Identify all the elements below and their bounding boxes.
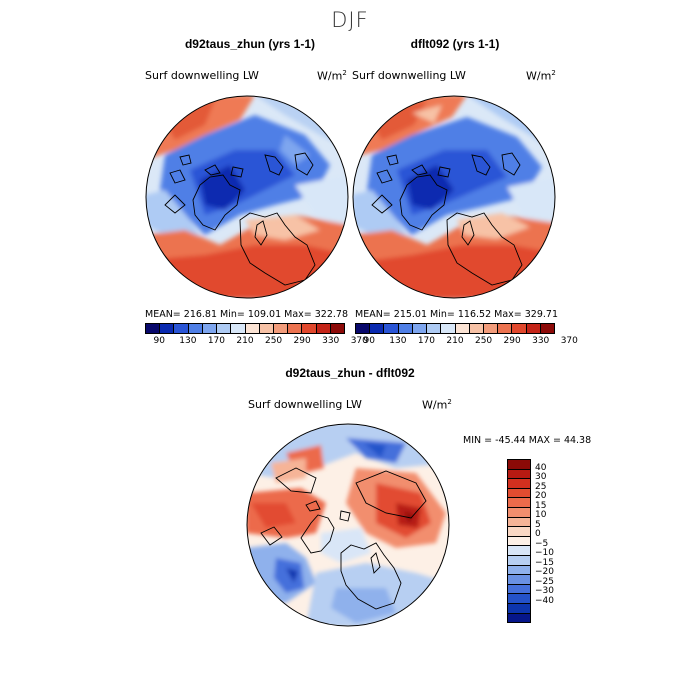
colorbar-tick-label: 330 [322, 336, 340, 346]
colorbar-tick-label: −25 [535, 576, 554, 587]
diff-panel-variable-label: Surf downwelling LW [248, 398, 362, 411]
panel-2-colorbar [355, 323, 555, 334]
colorbar-swatch [508, 469, 530, 480]
panel-2-variable-label: Surf downwelling LW [352, 69, 466, 82]
colorbar-tick-label: 90 [363, 336, 375, 346]
colorbar-swatch [508, 460, 530, 470]
colorbar-swatch [526, 324, 541, 333]
colorbar-tick-label: 25 [535, 481, 547, 492]
colorbar-tick-label: 170 [207, 336, 226, 346]
colorbar-swatch [483, 324, 499, 333]
colorbar-swatch [217, 324, 232, 333]
colorbar-swatch [508, 488, 530, 499]
figure-title: DJF [331, 8, 369, 32]
colorbar-tick-label: 370 [560, 336, 578, 346]
colorbar-tick-label: 250 [264, 336, 283, 346]
colorbar-swatch [508, 507, 530, 518]
colorbar-swatch [160, 324, 175, 333]
colorbar-tick-label: 20 [535, 491, 547, 502]
colorbar-swatch [512, 324, 527, 333]
colorbar-swatch [508, 498, 530, 508]
diff-colorbar-ticks: 40 30 25 20 15 10 5 0 −5 −10 −15 −20 −25 −30 −40 [535, 459, 575, 621]
colorbar-swatch [384, 324, 399, 333]
colorbar-tick-label: 130 [389, 336, 407, 346]
diff-panel-polar-map [246, 423, 450, 627]
diff-panel-stats: MIN = -45.44 MAX = 44.38 [463, 435, 592, 446]
colorbar-tick-label: 290 [293, 336, 311, 346]
diff-colorbar [507, 459, 531, 623]
colorbar-swatch [356, 324, 371, 333]
colorbar-swatch [508, 613, 530, 623]
colorbar-tick-label: 0 [535, 529, 541, 540]
colorbar-tick-label: 170 [417, 336, 436, 346]
colorbar-tick-label: 210 [236, 336, 254, 346]
colorbar-swatch [508, 594, 530, 604]
colorbar-swatch [316, 324, 331, 333]
panel-1-colorbar-swatches [145, 323, 345, 334]
colorbar-swatch [540, 324, 555, 333]
panel-2-colorbar-swatches [355, 323, 555, 334]
colorbar-tick-label: 90 [153, 336, 165, 346]
panel-1-colorbar [145, 323, 345, 334]
colorbar-swatch [508, 517, 530, 528]
colorbar-swatch [188, 324, 203, 333]
diff-panel-units: W/m2 [422, 398, 452, 412]
colorbar-swatch [508, 479, 530, 489]
colorbar-swatch [508, 527, 530, 537]
colorbar-tick-label: 250 [474, 336, 493, 346]
colorbar-swatch [508, 575, 530, 585]
colorbar-swatch [202, 324, 218, 333]
colorbar-swatch [273, 324, 289, 333]
colorbar-tick-label: −40 [535, 595, 554, 606]
colorbar-tick-label: 370 [350, 336, 368, 346]
colorbar-tick-label: 130 [179, 336, 197, 346]
panel-2-units: W/m2 [526, 69, 556, 83]
colorbar-tick-label: 40 [535, 462, 547, 473]
colorbar-swatch [370, 324, 385, 333]
colorbar-swatch [231, 324, 246, 333]
colorbar-tick-label: 5 [535, 519, 541, 530]
colorbar-swatch [498, 324, 513, 333]
colorbar-swatch [412, 324, 428, 333]
colorbar-tick-label: 30 [535, 472, 547, 483]
colorbar-swatch [259, 324, 274, 333]
colorbar-tick-label: 330 [532, 336, 550, 346]
panel-1-stats: MEAN= 216.81 Min= 109.01 Max= 322.78 [145, 309, 349, 320]
colorbar-swatch [508, 555, 530, 566]
diff-panel-title: d92taus_zhun - dflt092 [285, 366, 415, 380]
colorbar-swatch [146, 324, 161, 333]
colorbar-tick-label: 210 [446, 336, 464, 346]
colorbar-swatch [508, 603, 530, 614]
panel-2-polar-map [352, 95, 556, 299]
panel-2-stats: MEAN= 215.01 Min= 116.52 Max= 329.71 [355, 309, 559, 320]
colorbar-tick-label: −15 [535, 557, 554, 568]
colorbar-swatch [455, 324, 470, 333]
colorbar-swatch [508, 584, 530, 595]
colorbar-tick-label: −10 [535, 548, 554, 559]
colorbar-tick-label: −30 [535, 586, 554, 597]
panel-2-title: dflt092 (yrs 1-1) [410, 37, 500, 51]
colorbar-swatch [508, 565, 530, 576]
colorbar-swatch [469, 324, 484, 333]
colorbar-swatch [288, 324, 303, 333]
panel-1-title: d92taus_zhun (yrs 1-1) [184, 37, 316, 51]
colorbar-tick-label: 15 [535, 500, 547, 511]
colorbar-swatch [174, 324, 189, 333]
colorbar-swatch [441, 324, 456, 333]
colorbar-swatch [427, 324, 442, 333]
colorbar-tick-label: −5 [535, 538, 549, 549]
panel-1-units: W/m2 [317, 69, 347, 83]
colorbar-swatch [508, 546, 530, 556]
colorbar-tick-label: 10 [535, 510, 547, 521]
colorbar-swatch [245, 324, 260, 333]
colorbar-swatch [302, 324, 317, 333]
colorbar-swatch [330, 324, 345, 333]
colorbar-tick-label: −20 [535, 567, 554, 578]
colorbar-tick-label: 290 [503, 336, 521, 346]
panel-1-variable-label: Surf downwelling LW [145, 69, 259, 82]
panel-1-polar-map [145, 95, 349, 299]
colorbar-swatch [398, 324, 413, 333]
colorbar-swatch [508, 536, 530, 547]
